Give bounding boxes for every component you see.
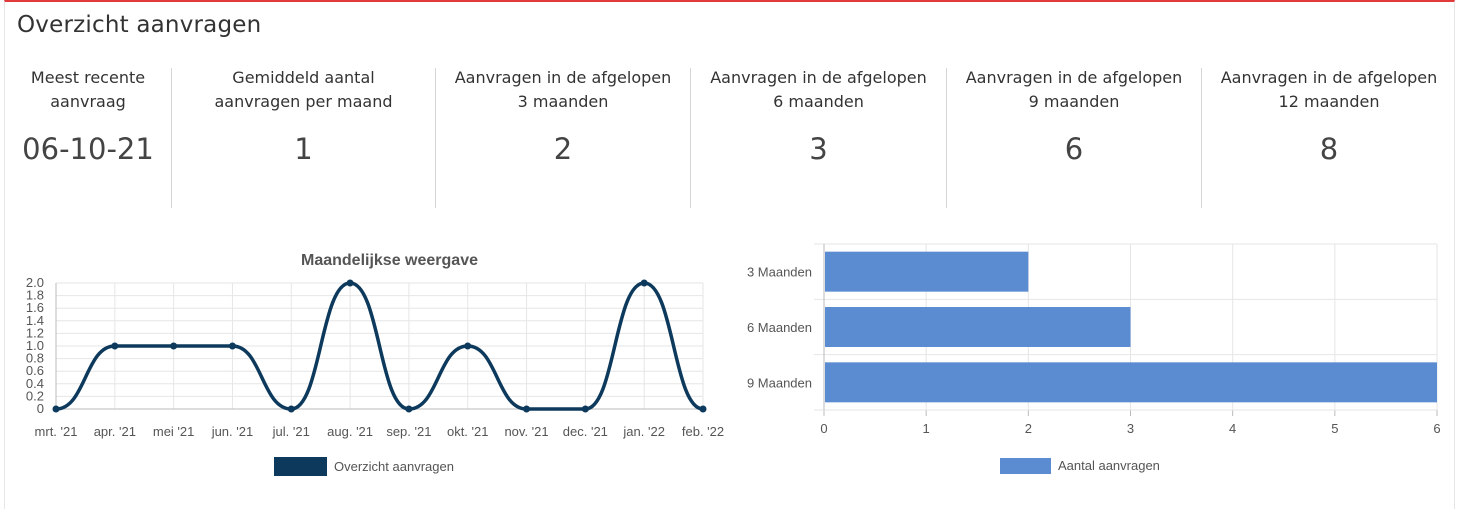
stat-value: 3 (809, 132, 828, 166)
y-tick-label: 0.4 (26, 376, 44, 391)
data-point (405, 405, 413, 413)
x-tick-label: mrt. '21 (35, 424, 78, 439)
x-tick-label: 4 (1229, 421, 1236, 436)
chart-title: Maandelijkse weergave (301, 252, 478, 269)
stat-label: 3 maanden (517, 92, 609, 111)
y-category-label: 3 Maanden (747, 265, 812, 280)
y-tick-label: 0 (37, 401, 44, 416)
stat-label: 9 maanden (1028, 92, 1120, 111)
y-category-label: 9 Maanden (747, 375, 812, 390)
overview-panel: Overzicht aanvragen Meest recente aanvra… (4, 0, 1455, 509)
x-tick-label: jul. '21 (272, 424, 310, 439)
stat-divider (435, 68, 436, 208)
y-tick-label: 1.2 (26, 325, 44, 340)
x-tick-label: 6 (1433, 421, 1440, 436)
data-point (52, 405, 60, 413)
stats-row: Meest recente aanvraag 06-10-21 Gemiddel… (5, 66, 1456, 208)
data-point (523, 405, 531, 413)
stat-label: aanvragen per maand (214, 92, 393, 111)
stat-12-months: Aanvragen in de afgelopen 12 maanden 8 (1202, 66, 1456, 208)
x-tick-label: 3 (1127, 421, 1134, 436)
y-tick-label: 0.6 (26, 363, 44, 378)
x-tick-label: 1 (923, 421, 930, 436)
x-tick-label: apr. '21 (94, 424, 136, 439)
bar (825, 362, 1437, 403)
monthly-line-chart: Maandelijkse weergave 00.20.40.60.81.01.2… (26, 252, 724, 476)
legend-swatch (1000, 458, 1051, 474)
stat-label: 6 maanden (773, 92, 864, 111)
x-tick-label: 2 (1025, 421, 1032, 436)
y-tick-label: 0.8 (26, 351, 44, 366)
stat-3-months: Aanvragen in de afgelopen 3 maanden 2 (436, 66, 690, 208)
legend-label: Overzicht aanvragen (334, 459, 454, 474)
bar (825, 251, 1029, 292)
stat-average-per-month: Gemiddeld aantal aanvragen per maand 1 (172, 66, 435, 208)
horizontal-bar-chart: 0 1 2 3 4 5 6 3 Maanden 6 Maanden 9 Maanden Aantal… (747, 243, 1441, 474)
stat-label: Aanvragen in de afgelopen (965, 68, 1183, 87)
x-tick-label: jun. '21 (211, 424, 254, 439)
y-tick-label: 2.0 (26, 275, 44, 290)
x-tick-label: mei '21 (153, 424, 195, 439)
stat-value: 06-10-21 (22, 132, 154, 166)
legend-swatch (274, 457, 327, 476)
x-tick-label: 5 (1331, 421, 1338, 436)
stat-label: Aanvragen in de afgelopen (710, 68, 927, 87)
data-point (581, 405, 589, 413)
stat-divider (171, 68, 172, 208)
stat-divider (1201, 68, 1202, 208)
stat-label: Gemiddeld aantal (232, 68, 375, 87)
data-point (111, 342, 119, 350)
stat-label: Aanvragen in de afgelopen (454, 68, 672, 87)
stat-value: 2 (553, 132, 573, 166)
x-tick-label: nov. '21 (504, 424, 548, 439)
stat-divider (946, 68, 947, 208)
stat-most-recent: Meest recente aanvraag 06-10-21 (5, 66, 171, 208)
y-tick-label: 1.8 (26, 288, 44, 303)
x-tick-label: feb. '22 (682, 424, 724, 439)
data-point (287, 405, 295, 413)
y-category-label: 6 Maanden (747, 320, 812, 335)
stat-9-months: Aanvragen in de afgelopen 9 maanden 6 (947, 66, 1201, 208)
y-tick-label: 1.4 (26, 313, 44, 328)
stat-label: Meest recente (30, 68, 146, 87)
x-tick-label: dec. '21 (563, 424, 608, 439)
y-tick-label: 1.0 (26, 338, 44, 353)
data-point (699, 405, 707, 413)
x-tick-label: okt. '21 (447, 424, 489, 439)
stat-value: 6 (1064, 132, 1084, 166)
stat-label: 12 maanden (1278, 92, 1380, 111)
data-point (464, 342, 472, 350)
x-tick-label: 0 (820, 421, 827, 436)
stat-divider (690, 68, 691, 208)
legend-label: Aantal aanvragen (1058, 458, 1160, 473)
y-tick-label: 1.6 (26, 300, 44, 315)
stat-label: aanvraag (50, 92, 126, 111)
x-tick-label: sep. '21 (386, 424, 431, 439)
stat-value: 8 (1319, 132, 1339, 166)
data-point (170, 342, 178, 350)
stat-label: Aanvragen in de afgelopen (1220, 68, 1438, 87)
x-tick-label: aug. '21 (327, 424, 373, 439)
x-tick-label: jan. '22 (622, 424, 665, 439)
data-point (228, 342, 236, 350)
data-point (346, 279, 354, 287)
page-title: Overzicht aanvragen (17, 12, 262, 38)
stat-value: 1 (294, 132, 313, 166)
data-point (640, 279, 648, 287)
stat-6-months: Aanvragen in de afgelopen 6 maanden 3 (691, 66, 946, 208)
y-tick-label: 0.2 (26, 388, 44, 403)
bar (825, 307, 1131, 347)
